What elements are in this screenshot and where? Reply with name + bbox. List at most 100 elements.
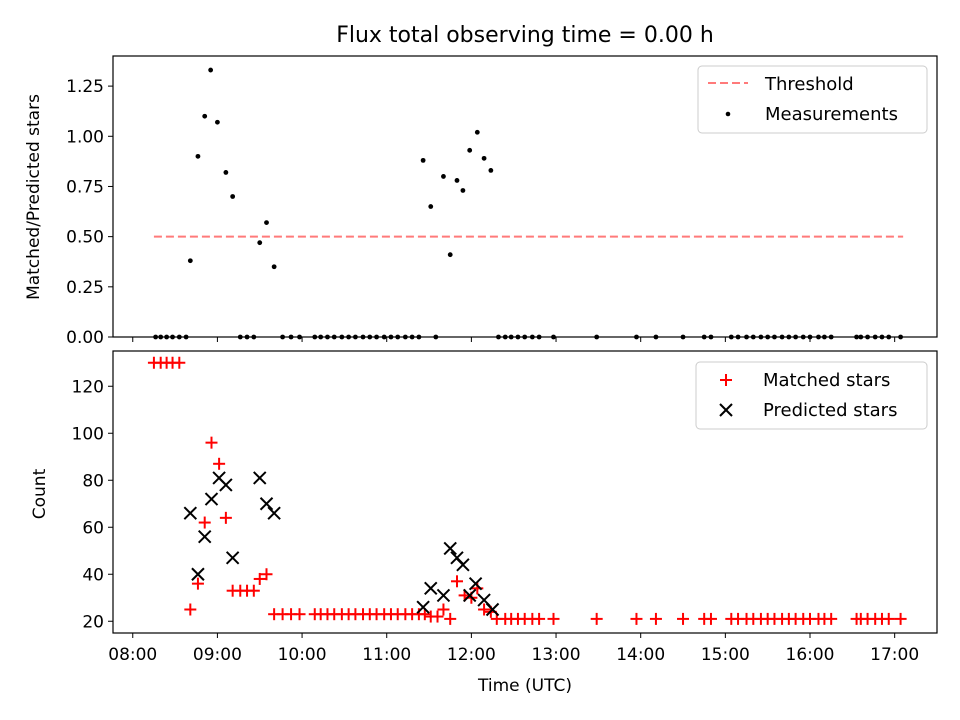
measurement-point bbox=[701, 334, 707, 340]
measurement-point bbox=[828, 334, 834, 340]
matched-star-point bbox=[882, 612, 895, 625]
legend-measurements-label: Measurements bbox=[765, 104, 898, 125]
matched-star-point bbox=[431, 610, 444, 623]
legend-predicted-swatch bbox=[719, 403, 733, 417]
matched-star-point bbox=[704, 612, 717, 625]
predicted-star-point bbox=[436, 588, 451, 603]
measurement-point bbox=[772, 334, 777, 340]
matched-star-point bbox=[247, 584, 260, 597]
measurement-point bbox=[758, 334, 764, 340]
predicted-star-point bbox=[456, 558, 470, 572]
measurement-point bbox=[744, 334, 749, 340]
measurement-point bbox=[374, 334, 379, 340]
matched-star-point bbox=[630, 612, 643, 625]
matched-star-point bbox=[478, 603, 491, 616]
measurement-point bbox=[251, 334, 257, 340]
x-tick-label: 10:00 bbox=[278, 645, 327, 665]
measurement-point bbox=[807, 334, 813, 340]
measurement-point bbox=[237, 334, 243, 340]
measurement-point bbox=[395, 334, 401, 340]
count-y-axis-label: Count bbox=[30, 468, 50, 519]
y-tick-label: 0.25 bbox=[66, 278, 104, 298]
x-tick-label: 12:00 bbox=[447, 645, 496, 665]
measurement-point bbox=[858, 334, 864, 340]
predicted-star-point bbox=[183, 506, 198, 520]
measurement-point bbox=[416, 334, 422, 340]
matched-star-point bbox=[293, 608, 306, 621]
measurement-point bbox=[822, 334, 827, 340]
measurement-point bbox=[536, 334, 542, 340]
x-tick-label: 17:00 bbox=[870, 645, 919, 665]
x-tick-label: 16:00 bbox=[786, 645, 835, 665]
measurement-point bbox=[515, 334, 521, 340]
measurement-point bbox=[779, 334, 785, 340]
predicted-star-point bbox=[462, 588, 477, 603]
measurement-point bbox=[750, 334, 756, 340]
count-legend-box bbox=[695, 361, 928, 430]
measurement-point bbox=[353, 334, 358, 340]
predicted-star-point bbox=[259, 497, 274, 511]
measurement-point bbox=[176, 334, 182, 340]
matched-star-point bbox=[547, 612, 560, 625]
measurement-point bbox=[653, 334, 659, 340]
measurement-point bbox=[680, 334, 686, 340]
measurement-point bbox=[872, 334, 878, 340]
matched-star-point bbox=[825, 612, 838, 625]
measurement-point bbox=[195, 153, 201, 159]
measurement-point bbox=[420, 157, 426, 163]
matched-star-point bbox=[198, 516, 211, 529]
matched-star-point bbox=[437, 603, 450, 616]
matched-star-point bbox=[253, 572, 266, 585]
x-tick-label: 08:00 bbox=[108, 645, 157, 665]
measurement-point bbox=[865, 334, 870, 340]
matched-star-point bbox=[184, 603, 197, 616]
legend-predicted-label: Predicted stars bbox=[763, 400, 897, 421]
measurement-point bbox=[288, 334, 294, 340]
ratio-y-axis-label: Matched/Predicted stars bbox=[24, 94, 44, 300]
measurement-point bbox=[454, 178, 460, 183]
measurement-point bbox=[816, 334, 821, 340]
x-tick-label: 14:00 bbox=[616, 645, 665, 665]
y-tick-label: 0.00 bbox=[66, 328, 104, 348]
predicted-star-point bbox=[267, 506, 281, 520]
measurement-point bbox=[508, 334, 514, 340]
predicted-star-point bbox=[225, 551, 240, 565]
y-tick-label: 20 bbox=[82, 612, 104, 632]
measurement-point bbox=[202, 113, 208, 119]
matched-star-point bbox=[191, 577, 204, 590]
matched-star-point bbox=[649, 612, 662, 625]
matched-star-point bbox=[450, 575, 463, 588]
matched-star-point bbox=[205, 436, 218, 449]
measurement-point bbox=[728, 334, 734, 340]
chart-title: Flux total observing time = 0.00 h bbox=[336, 23, 714, 48]
measurement-point bbox=[164, 334, 170, 340]
measurement-point bbox=[318, 334, 324, 340]
predicted-star-point bbox=[253, 471, 267, 485]
x-axis-label: Time (UTC) bbox=[477, 676, 572, 696]
measurement-point bbox=[402, 334, 408, 340]
measurement-point bbox=[460, 188, 466, 193]
measurement-point bbox=[502, 334, 508, 340]
measurement-point bbox=[529, 334, 535, 340]
measurement-point bbox=[793, 334, 799, 340]
measurement-point bbox=[325, 334, 330, 340]
measurement-point bbox=[208, 67, 214, 73]
legend-matched-label: Matched stars bbox=[763, 370, 890, 391]
y-tick-label: 80 bbox=[82, 471, 104, 491]
matched-star-point bbox=[590, 612, 603, 625]
measurement-point bbox=[158, 334, 164, 340]
measurement-point bbox=[187, 258, 193, 264]
y-tick-label: 1.25 bbox=[66, 77, 104, 97]
measurement-point bbox=[898, 334, 903, 340]
measurement-point bbox=[786, 334, 792, 340]
legend-matched-swatch bbox=[720, 374, 732, 386]
matched-star-point bbox=[219, 511, 232, 524]
y-tick-label: 100 bbox=[72, 424, 104, 444]
measurement-point bbox=[428, 204, 434, 209]
measurement-point bbox=[800, 334, 806, 340]
y-tick-label: 120 bbox=[72, 377, 104, 397]
measurement-point bbox=[312, 334, 318, 340]
predicted-star-point bbox=[191, 567, 205, 581]
measurement-point bbox=[594, 334, 600, 340]
